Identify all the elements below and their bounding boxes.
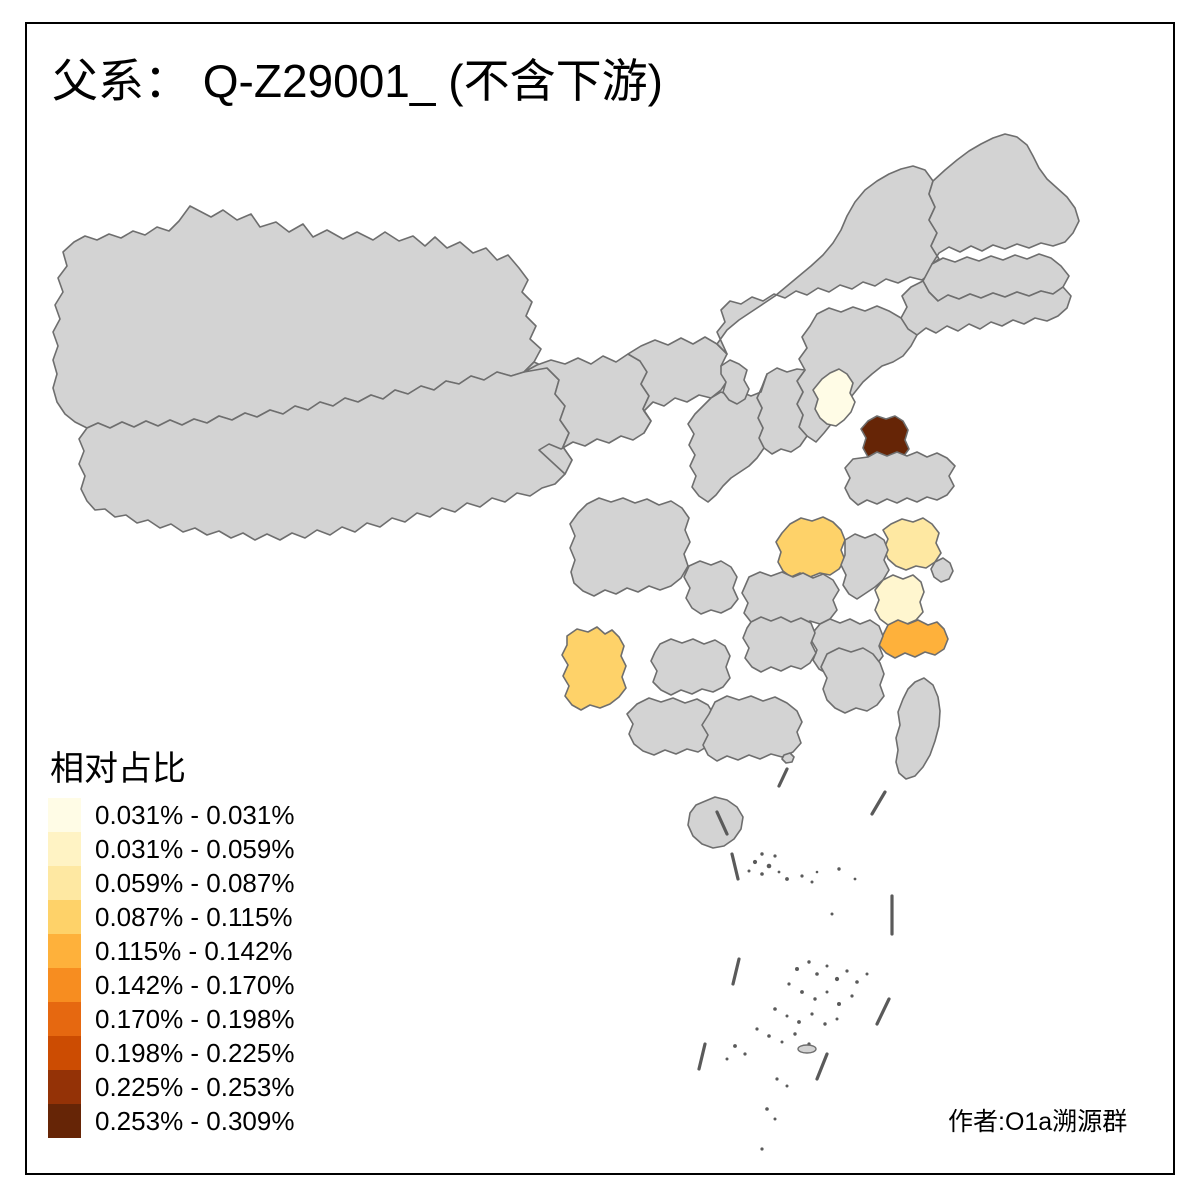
region-shaanxi[interactable] (687, 373, 768, 503)
page-title: 父系： Q-Z29001_ (不含下游) (52, 55, 663, 107)
legend-label: 0.031% - 0.031% (95, 800, 295, 830)
legend: 相对占比 0.031% - 0.031% 0.031% - 0.059% 0.059… (48, 748, 294, 1138)
region-beijing[interactable] (812, 368, 856, 427)
legend-swatch (48, 900, 81, 934)
region-shandong[interactable] (844, 451, 956, 506)
legend-item[interactable]: 0.253% - 0.309% (48, 1104, 294, 1138)
legend-items: 0.031% - 0.031% 0.031% - 0.059% 0.059% - 0… (48, 798, 294, 1138)
region-fujian[interactable] (820, 647, 885, 714)
legend-item[interactable]: 0.170% - 0.198% (48, 1002, 294, 1036)
legend-item[interactable]: 0.031% - 0.031% (48, 798, 294, 832)
legend-item[interactable]: 0.031% - 0.059% (48, 832, 294, 866)
legend-swatch (48, 1036, 81, 1070)
map-svg[interactable] (27, 24, 1173, 1173)
region-henan[interactable] (775, 516, 846, 578)
region-tibet[interactable] (78, 361, 573, 541)
legend-swatch (48, 866, 81, 900)
legend-swatch (48, 832, 81, 866)
region-shanghai[interactable] (930, 557, 954, 583)
region-taiwan[interactable] (895, 677, 941, 780)
legend-label: 0.198% - 0.225% (95, 1038, 295, 1068)
legend-item[interactable]: 0.087% - 0.115% (48, 900, 294, 934)
region-zhejiang-north[interactable] (874, 574, 925, 626)
legend-label: 0.253% - 0.309% (95, 1106, 295, 1136)
region-hunan[interactable] (742, 616, 817, 673)
region-gansu[interactable] (627, 336, 730, 434)
legend-swatch (48, 1070, 81, 1104)
legend-label: 0.142% - 0.170% (95, 970, 295, 1000)
author-credit: 作者:O1a溯源群 (948, 1108, 1128, 1136)
china-choropleth-map[interactable] (27, 24, 1173, 1173)
region-chongqing[interactable] (683, 560, 739, 615)
legend-swatch (48, 1104, 81, 1138)
legend-swatch (48, 798, 81, 832)
legend-label: 0.087% - 0.115% (95, 902, 293, 932)
legend-label: 0.225% - 0.253% (95, 1072, 295, 1102)
south-china-sea-islands (725, 852, 869, 1151)
legend-label: 0.115% - 0.142% (95, 936, 293, 966)
region-guangdong[interactable] (701, 695, 803, 762)
region-jiangsu[interactable] (882, 517, 942, 571)
region-guizhou[interactable] (650, 638, 731, 696)
region-hongkong[interactable] (781, 752, 795, 764)
legend-swatch (48, 934, 81, 968)
legend-swatch (48, 1002, 81, 1036)
region-qinghai[interactable] (523, 353, 652, 475)
region-hainan[interactable] (687, 796, 744, 849)
legend-item[interactable]: 0.059% - 0.087% (48, 866, 294, 900)
legend-item[interactable]: 0.225% - 0.253% (48, 1070, 294, 1104)
region-yunnan[interactable] (561, 626, 627, 711)
legend-item[interactable]: 0.142% - 0.170% (48, 968, 294, 1002)
legend-item[interactable]: 0.115% - 0.142% (48, 934, 294, 968)
legend-label: 0.031% - 0.059% (95, 834, 295, 864)
region-ningxia[interactable] (720, 359, 750, 405)
region-heilongjiang[interactable] (928, 133, 1080, 265)
nine-dash-line (697, 767, 894, 1081)
legend-title: 相对占比 (50, 750, 186, 788)
region-sichuan[interactable] (569, 497, 691, 597)
legend-item[interactable]: 0.198% - 0.225% (48, 1036, 294, 1070)
legend-label: 0.170% - 0.198% (95, 1004, 295, 1034)
legend-swatch (48, 968, 81, 1002)
legend-label: 0.059% - 0.087% (95, 868, 295, 898)
region-zhejiang[interactable] (878, 619, 949, 659)
region-anhui[interactable] (840, 533, 890, 600)
region-guangxi[interactable] (626, 697, 716, 756)
